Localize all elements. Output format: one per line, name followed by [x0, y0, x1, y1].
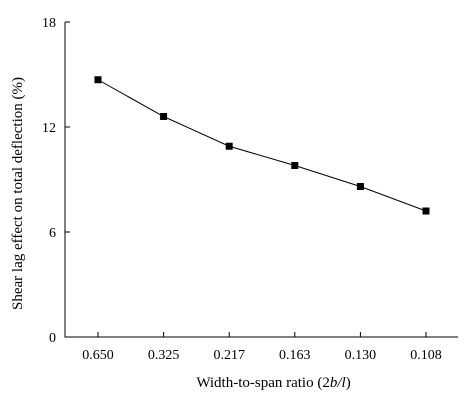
data-point-marker	[94, 76, 102, 84]
y-axis: 0 6 12 18	[42, 16, 70, 346]
data-point-marker	[160, 113, 168, 120]
x-tick-label: 0.130	[345, 348, 377, 363]
x-tick-label: 0.325	[148, 348, 180, 363]
data-point-marker	[356, 183, 364, 190]
series-line	[97, 79, 427, 212]
x-tick-label: 0.108	[410, 348, 442, 363]
x-tick-label: 0.163	[279, 348, 311, 363]
y-tick-label: 12	[42, 121, 56, 136]
plot-area	[64, 22, 458, 338]
data-point-marker	[291, 162, 299, 169]
data-point-marker	[422, 207, 430, 215]
series-group	[94, 76, 430, 215]
y-tick-label: 0	[49, 331, 56, 346]
y-tick-label: 6	[49, 226, 56, 241]
x-axis-title-text: )	[346, 375, 351, 391]
data-point-marker	[225, 142, 233, 150]
x-axis: 0.650 0.325 0.217 0.163 0.130 0.108	[82, 332, 442, 363]
x-tick-label: 0.650	[82, 348, 114, 363]
x-axis-title-text: Width-to-span ratio (2	[196, 375, 330, 391]
x-axis-title-variable: b/l	[330, 375, 346, 391]
x-tick-label: 0.217	[213, 348, 245, 363]
axis-frame	[64, 22, 458, 338]
y-tick-label: 18	[42, 16, 56, 31]
y-axis-title: Shear lag effect on total deflection (%)	[10, 77, 26, 310]
x-axis-title: Width-to-span ratio (2b/l)	[196, 375, 350, 391]
